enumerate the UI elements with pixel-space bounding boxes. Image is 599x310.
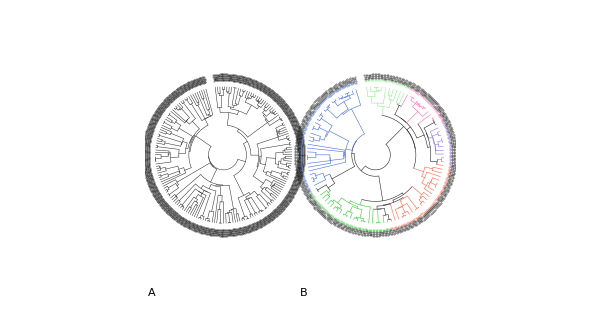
Text: B: B [300,288,307,298]
Text: A: A [147,288,155,298]
